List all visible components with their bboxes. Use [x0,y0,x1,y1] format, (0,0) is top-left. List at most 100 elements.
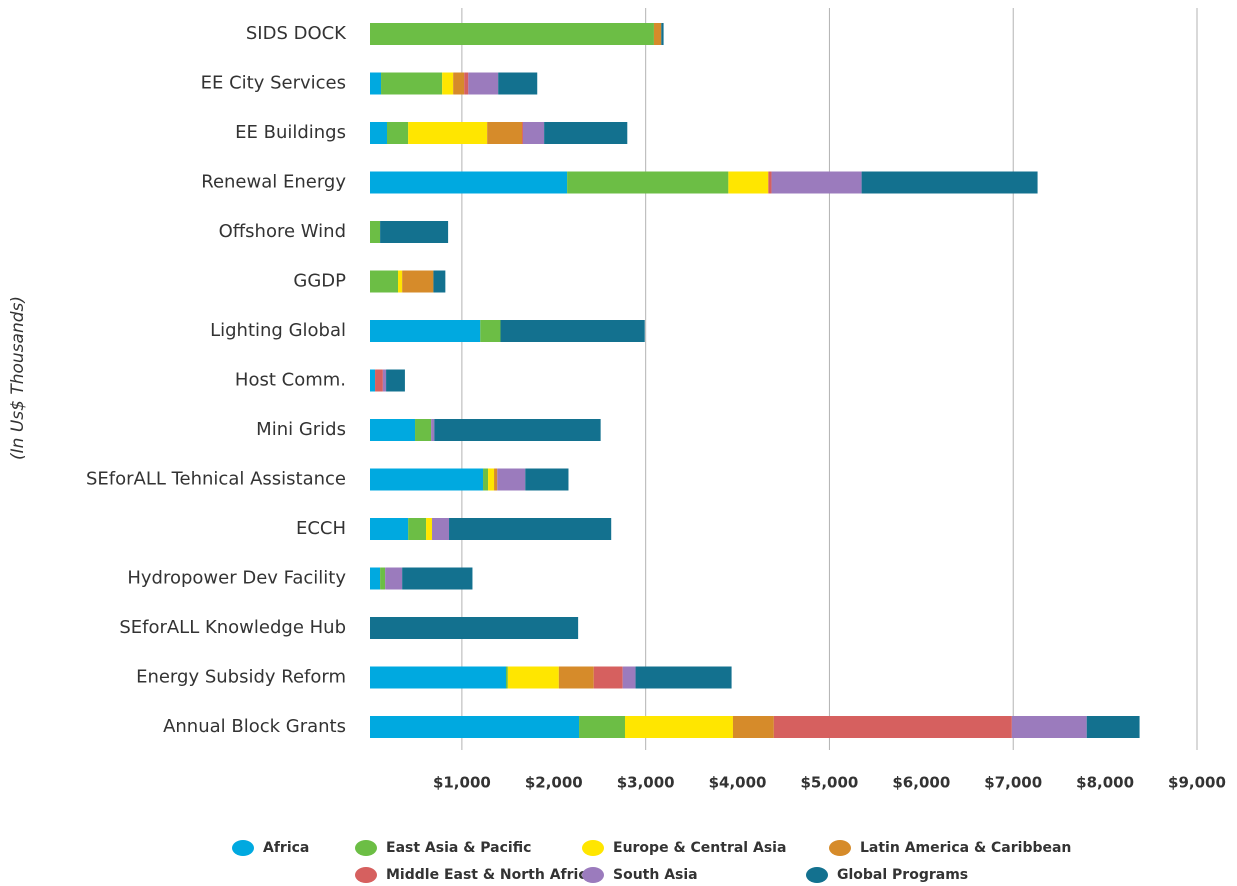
bar-segment [386,122,409,144]
bar-segment [505,666,508,689]
bar-segment [558,666,594,689]
bar-segment [622,666,636,689]
category-label: EE City Services [201,73,346,94]
bar-segment [370,419,416,441]
category-label: SEforALL Knowledge Hub [119,617,346,638]
category-label: ECCH [296,518,346,539]
x-tick-label: $4,000 [709,774,767,792]
x-tick-label: $7,000 [984,774,1042,792]
bar-segment [370,171,568,194]
legend-label: Latin America & Caribbean [860,840,1071,856]
bar-segment [768,171,772,194]
bar-segment [522,122,523,144]
category-label: Host Comm. [235,370,346,391]
legend-swatch [582,840,604,856]
bar-segment [483,468,489,491]
legend-label: Global Programs [837,867,968,883]
bar-segment [370,468,484,491]
bar-segment [494,468,498,491]
bar-segment [385,567,403,590]
bar-segment [370,716,580,738]
bar-segment [370,666,506,689]
bar-segment [728,171,769,194]
bar-segment [370,270,399,293]
x-tick-label: $8,000 [1076,774,1134,792]
bar-segment [431,419,435,441]
bar-segment [370,518,409,540]
legend-swatch [806,867,828,883]
bar-segment [442,72,454,95]
bar-segment [498,72,538,95]
bar-segment [408,122,488,144]
bar-segment [370,567,381,590]
legend-swatch [582,867,604,883]
bar-segment [375,369,383,392]
bar-segment [635,666,732,689]
bar-segment [370,369,376,392]
bar-segment [432,518,450,540]
bar-segment [468,72,499,95]
bar-segment [732,716,774,738]
bar-segment [579,716,625,738]
bar-segment [380,221,449,243]
bar-segment [773,716,1012,738]
category-label: GGDP [293,271,346,292]
bar-segment [380,567,386,590]
legend-swatch [355,867,377,883]
category-label: Energy Subsidy Reform [136,667,346,688]
bar-segment [624,716,733,738]
bar-segment [370,72,382,95]
bar-segment [464,72,469,95]
category-label: Hydropower Dev Facility [127,568,346,589]
category-label: SEforALL Tehnical Assistance [86,469,346,490]
category-label: Mini Grids [256,419,346,440]
bar-segment [653,23,662,45]
legend-label: Africa [263,840,309,856]
category-label: Offshore Wind [219,221,346,242]
legend-swatch [232,840,254,856]
x-tick-label: $2,000 [525,774,583,792]
bar-segment [544,122,628,144]
bar-segment [415,419,432,441]
category-label: SIDS DOCK [246,23,347,44]
x-tick-label: $1,000 [433,774,491,792]
bar-segment [398,270,403,293]
category-label: Renewal Energy [201,172,346,193]
legend-swatch [355,840,377,856]
bar-segment [453,72,465,95]
bar-segment [402,270,434,293]
bar-segment [500,320,645,342]
x-tick-label: $5,000 [800,774,858,792]
bar-segment [449,518,612,540]
bar-segment [593,666,623,689]
bar-segment [661,23,664,45]
bar-segment [771,171,862,194]
bar-segment [525,468,569,491]
bar-segment [381,72,443,95]
bar-segment [402,567,473,590]
bar-segment [861,171,1038,194]
y-axis-label: (In Us$ Thousands) [8,296,28,460]
x-tick-label: $3,000 [617,774,675,792]
bar-segment [386,369,405,392]
category-label: Annual Block Grants [163,716,346,737]
category-label: Lighting Global [210,320,346,341]
legend-swatch [829,840,851,856]
bar-segment [434,419,601,441]
bar-segment [488,468,495,491]
bar-segment [480,320,501,342]
bar-segment [507,666,559,689]
legend-label: South Asia [613,867,698,883]
bar-segment [370,320,481,342]
bar-segment [433,270,446,293]
bar-segment [522,122,545,144]
bar-segment [497,468,526,491]
bar-segment [1086,716,1140,738]
bar-segment [426,518,433,540]
x-tick-label: $9,000 [1168,774,1226,792]
legend-label: Middle East & North Africa [386,867,596,883]
bar-segment [1011,716,1087,738]
x-tick-label: $6,000 [892,774,950,792]
legend-label: East Asia & Pacific [386,840,531,856]
